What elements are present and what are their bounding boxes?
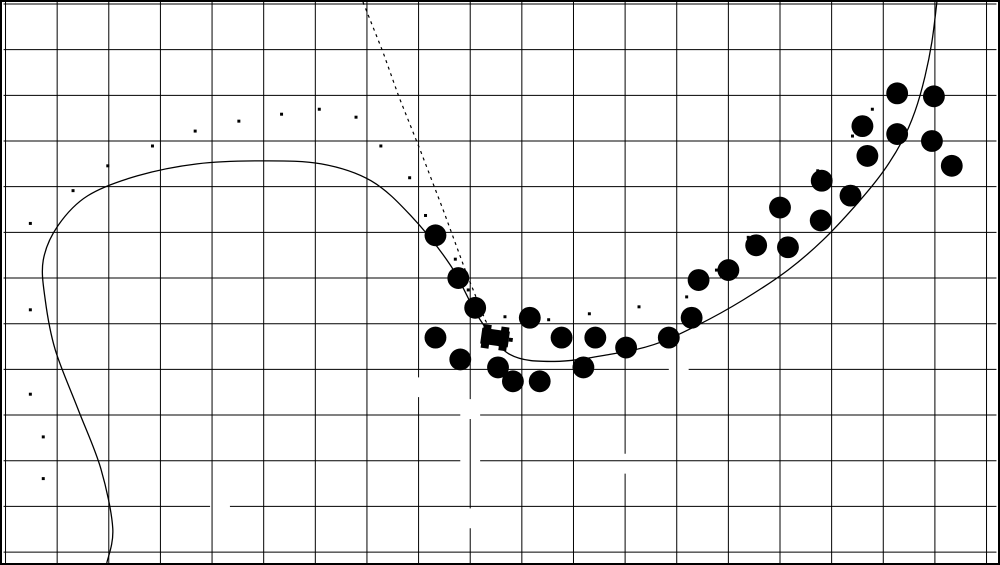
- plot-svg: [2, 2, 998, 563]
- grid-layer: [4, 2, 997, 563]
- waypoint-dots: [29, 108, 874, 480]
- robot-icon: [480, 324, 515, 352]
- trajectory-path: [42, 2, 937, 563]
- diagram-frame: [0, 0, 1000, 565]
- heading-ray: [363, 2, 498, 345]
